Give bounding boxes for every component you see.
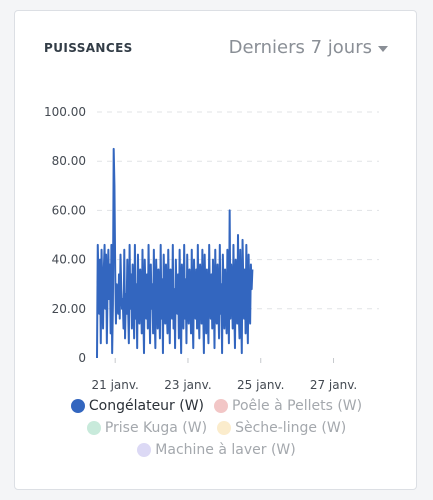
x-tick-label: 23 janv. — [164, 378, 211, 392]
legend-item-0[interactable]: Congélateur (W) — [70, 397, 205, 415]
y-tick-label: 100.00 — [44, 105, 86, 119]
x-tick-label: 25 janv. — [237, 378, 284, 392]
legend-label: Poêle à Pellets (W) — [232, 398, 363, 414]
chevron-down-icon — [378, 45, 388, 52]
y-axis-ticks: 0 20.00 40.00 60.00 80.00 100.00 — [44, 105, 86, 365]
legend-item-3[interactable]: Sèche-linge (W) — [217, 419, 346, 437]
x-tick-label: 27 janv. — [310, 378, 357, 392]
legend-item-4[interactable]: Machine à laver (W) — [137, 441, 296, 459]
time-range-dropdown[interactable]: Derniers 7 jours — [229, 37, 388, 58]
legend-item-1[interactable]: Poêle à Pellets (W) — [214, 397, 362, 415]
legend-label: Prise Kuga (W) — [104, 420, 208, 436]
y-tick-label: 40.00 — [52, 253, 86, 267]
y-tick-label: 20.00 — [52, 302, 86, 316]
legend-swatch — [86, 421, 101, 435]
time-range-label: Derniers 7 jours — [228, 37, 372, 58]
legend-swatch — [217, 421, 232, 435]
y-tick-label: 80.00 — [52, 154, 86, 168]
legend-label: Sèche-linge (W) — [235, 420, 347, 436]
series-lines — [96, 147, 254, 359]
x-axis-ticks: 21 janv. 23 janv. 25 janv. 27 janv. — [92, 358, 357, 392]
legend-item-2[interactable]: Prise Kuga (W) — [86, 419, 208, 437]
legend-swatch — [70, 399, 85, 413]
x-tick-label: 21 janv. — [92, 378, 139, 392]
y-tick-label: 60.00 — [52, 203, 86, 217]
legend-swatch — [214, 399, 229, 413]
power-card: PUISSANCES Derniers 7 jours 0 20.00 40.00 6… — [14, 10, 417, 490]
legend-swatch — [137, 443, 152, 457]
card-title: PUISSANCES — [44, 41, 133, 55]
y-tick-label: 0 — [78, 351, 86, 365]
series-line-0 — [96, 147, 254, 359]
power-line-chart: 0 20.00 40.00 60.00 80.00 100.00 21 janv. 23 j… — [44, 105, 379, 392]
legend-label: Congélateur (W) — [88, 398, 205, 414]
legend-label: Machine à laver (W) — [155, 442, 296, 458]
chart-legend: Congélateur (W) Poêle à Pellets (W) Prise … — [15, 397, 418, 459]
